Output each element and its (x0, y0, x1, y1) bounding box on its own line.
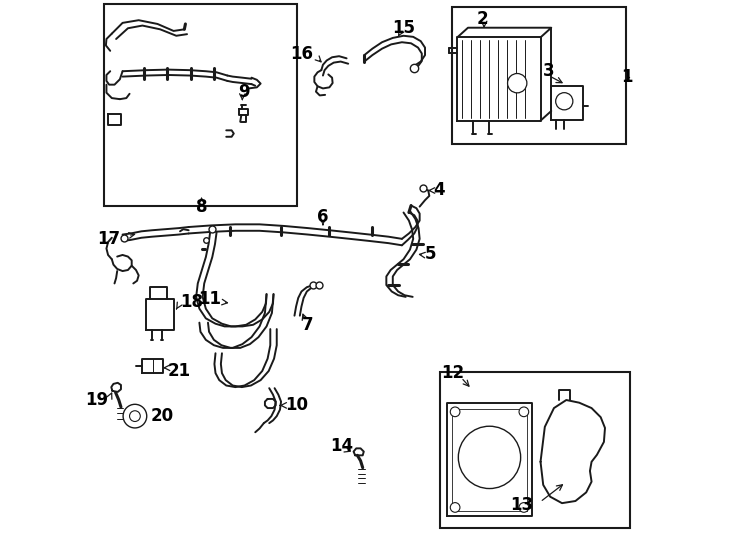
Text: 10: 10 (286, 396, 308, 414)
Text: 8: 8 (196, 198, 207, 215)
Text: 14: 14 (330, 437, 354, 455)
Text: 19: 19 (85, 391, 108, 409)
Text: 5: 5 (425, 245, 436, 263)
Circle shape (519, 407, 528, 417)
Circle shape (507, 73, 527, 93)
Text: 20: 20 (151, 407, 174, 425)
Circle shape (556, 93, 573, 110)
Bar (452, 7, 627, 144)
Text: 11: 11 (198, 290, 221, 308)
Circle shape (458, 426, 520, 489)
Text: 15: 15 (392, 19, 415, 37)
Text: 7: 7 (302, 316, 313, 334)
Text: 6: 6 (317, 208, 329, 226)
Circle shape (450, 503, 460, 512)
Text: 13: 13 (510, 496, 534, 514)
Circle shape (129, 411, 140, 422)
Text: 18: 18 (180, 293, 203, 311)
Bar (103, 4, 297, 206)
Text: 12: 12 (441, 364, 465, 382)
Text: 17: 17 (97, 230, 120, 248)
Text: 21: 21 (167, 362, 190, 380)
Circle shape (519, 503, 528, 512)
Circle shape (450, 407, 460, 417)
Bar (440, 372, 631, 528)
Text: 9: 9 (238, 83, 250, 100)
Text: 3: 3 (542, 62, 554, 80)
Text: 16: 16 (290, 45, 313, 63)
Circle shape (123, 404, 147, 428)
Text: 2: 2 (476, 10, 488, 28)
Text: 4: 4 (433, 181, 445, 199)
Text: 1: 1 (622, 68, 633, 86)
